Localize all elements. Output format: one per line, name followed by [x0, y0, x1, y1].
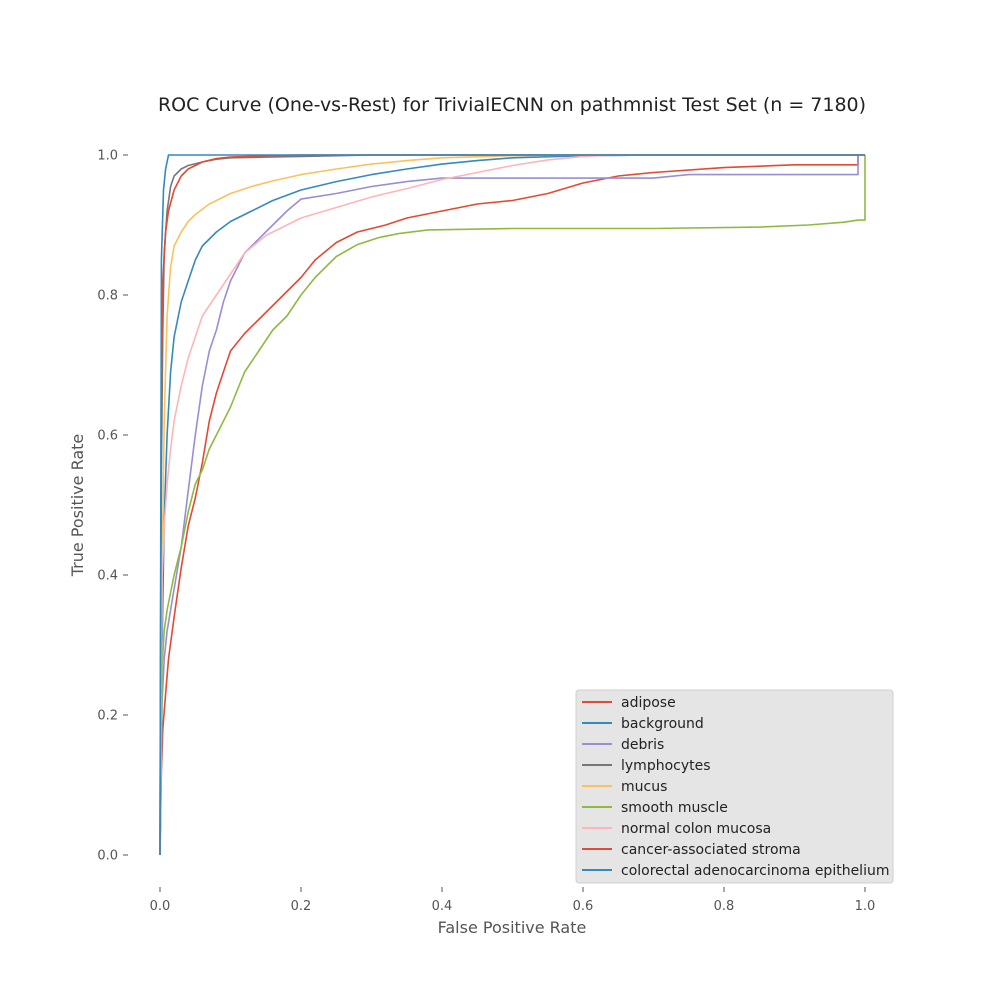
chart-title: ROC Curve (One-vs-Rest) for TrivialECNN … — [158, 94, 866, 116]
legend-label: adipose — [621, 695, 676, 711]
x-tick-label: 0.2 — [291, 899, 312, 914]
y-tick-label: 0.8 — [97, 289, 118, 304]
x-tick-label: 0.4 — [432, 899, 453, 914]
roc-curve-debris — [159, 154, 865, 856]
x-tick-label: 1.0 — [855, 899, 876, 914]
x-tick-label: 0.6 — [573, 899, 594, 914]
roc-curve-smooth-muscle — [159, 155, 866, 856]
legend: adipose background debris lymphocytes mucus s… — [575, 689, 894, 884]
x-tick-label: 0.8 — [714, 899, 735, 914]
roc-curve-adipose — [159, 154, 865, 856]
legend-label: lymphocytes — [621, 758, 711, 774]
x-tick-label: 0.0 — [150, 899, 171, 914]
y-tick-label: 1.0 — [97, 149, 118, 164]
legend-label: normal colon mucosa — [621, 821, 771, 837]
y-tick-label: 0.6 — [97, 429, 118, 444]
roc-curve-cancer-associated-stroma — [159, 154, 865, 856]
y-tick-label: 0.0 — [97, 849, 118, 864]
legend-label: background — [621, 716, 704, 732]
y-axis-label: True Positive Rate — [68, 434, 87, 578]
legend-label: colorectal adenocarcinoma epithelium — [621, 863, 889, 879]
legend-label: cancer-associated stroma — [621, 842, 801, 858]
roc-curve-background — [159, 154, 865, 856]
y-tick-label: 0.2 — [97, 709, 118, 724]
roc-curve-mucus — [159, 154, 865, 856]
legend-label: smooth muscle — [621, 800, 728, 816]
y-tick-label: 0.4 — [97, 569, 118, 584]
roc-curve-colorectal-adenocarcinoma-epithelium — [159, 154, 865, 856]
roc-curve-lymphocytes — [159, 154, 865, 856]
legend-box — [575, 689, 894, 884]
legend-label: debris — [621, 737, 664, 753]
axis-ticks: 0.0 0.2 0.4 0.6 0.8 1.0 0.0 0.2 0.4 0.6 0.8 1.0 — [97, 149, 875, 915]
roc-curves — [159, 154, 866, 856]
roc-curve-normal-colon-mucosa — [159, 154, 865, 856]
x-axis-label: False Positive Rate — [438, 918, 587, 937]
legend-label: mucus — [621, 779, 667, 795]
